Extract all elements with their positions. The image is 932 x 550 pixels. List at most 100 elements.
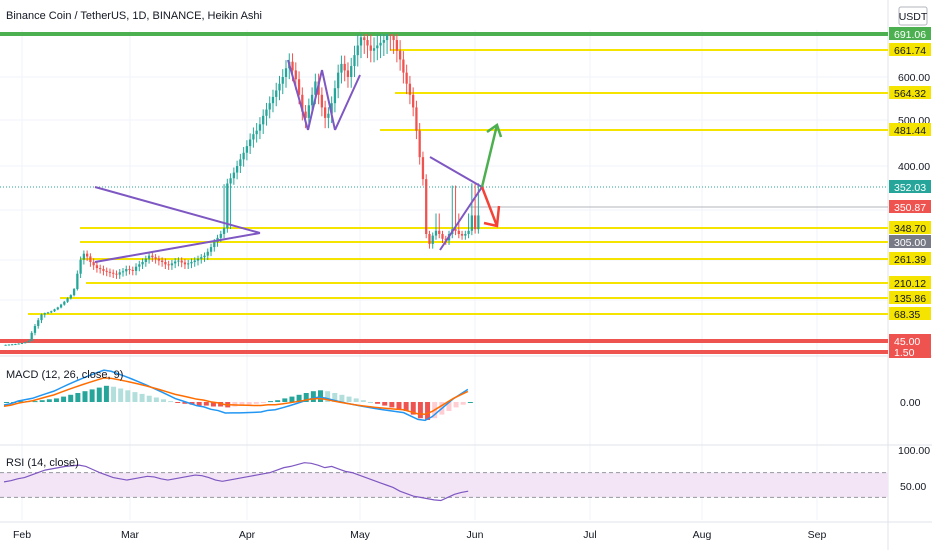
candle-body-116 bbox=[382, 40, 385, 43]
candle-body-60 bbox=[200, 257, 203, 259]
macd-bar-5 bbox=[39, 400, 45, 402]
candle-body-27 bbox=[92, 261, 95, 266]
candle-body-45 bbox=[151, 255, 154, 258]
candle-body-83 bbox=[275, 90, 278, 97]
time-axis: Feb Mar Apr May Jun Jul Aug Sep bbox=[13, 529, 827, 541]
candle-body-62 bbox=[206, 251, 209, 256]
macd-bar-63 bbox=[453, 402, 459, 408]
candle-body-52 bbox=[174, 261, 177, 264]
candle-body-8 bbox=[30, 332, 33, 341]
macd-bar-34 bbox=[246, 402, 252, 405]
candle-body-69 bbox=[229, 178, 232, 184]
rsi-band bbox=[0, 472, 888, 498]
candle-body-26 bbox=[89, 256, 92, 262]
macd-bar-43 bbox=[310, 391, 316, 402]
level-tag-481.44: 481.44 bbox=[894, 125, 926, 137]
currency-button[interactable]: USDT bbox=[898, 6, 928, 26]
candle-body-125 bbox=[412, 94, 415, 108]
macd-bar-50 bbox=[360, 400, 366, 402]
candle-body-40 bbox=[134, 266, 138, 271]
red-arrow-head bbox=[483, 205, 501, 228]
rsi-pane: 100.00 50.00 bbox=[0, 445, 930, 502]
macd-bar-64 bbox=[460, 402, 466, 405]
macd-bar-17 bbox=[125, 390, 131, 402]
macd-bar-41 bbox=[296, 394, 302, 402]
horizontal-levels bbox=[0, 32, 888, 354]
level-tag-bg-11 bbox=[889, 307, 931, 320]
candle-body-108 bbox=[356, 45, 359, 56]
candle-body-15 bbox=[53, 309, 56, 312]
candle-body-79 bbox=[262, 115, 265, 125]
candle-body-4 bbox=[17, 343, 20, 345]
candle-body-85 bbox=[281, 77, 284, 84]
candle-body-132 bbox=[434, 230, 438, 236]
level-tag-348.70: 348.70 bbox=[894, 223, 926, 235]
level-tag-210.12: 210.12 bbox=[894, 278, 926, 290]
candle-body-49 bbox=[164, 261, 167, 265]
candle-body-71 bbox=[235, 166, 239, 173]
candle-body-82 bbox=[271, 96, 275, 104]
macd-zero-label: 0.00 bbox=[900, 397, 921, 409]
candle-body-145 bbox=[477, 215, 480, 230]
signal-line bbox=[3, 377, 469, 416]
candle-body-101 bbox=[333, 88, 337, 104]
candle-body-139 bbox=[457, 230, 460, 234]
candle-body-42 bbox=[141, 261, 144, 265]
candle-body-75 bbox=[249, 139, 252, 147]
macd-bar-8 bbox=[61, 396, 67, 402]
time-tick-Jun: Jun bbox=[467, 529, 484, 541]
candle-body-124 bbox=[408, 83, 412, 95]
level-tag-352.03: 352.03 bbox=[894, 182, 926, 194]
level-tag-bg-5 bbox=[889, 200, 931, 213]
candle-body-98 bbox=[323, 107, 327, 118]
rsi-axis-50: 50.00 bbox=[900, 481, 926, 493]
candle-body-113 bbox=[372, 48, 376, 51]
macd-bar-29 bbox=[210, 402, 216, 407]
macd-pane: 0.00 bbox=[3, 369, 921, 422]
candle-body-115 bbox=[379, 42, 382, 46]
candle-body-118 bbox=[389, 34, 392, 36]
candle-body-88 bbox=[291, 61, 294, 71]
candle-body-128 bbox=[421, 157, 425, 180]
candle-body-54 bbox=[180, 260, 183, 263]
candle-body-133 bbox=[438, 230, 441, 234]
macd-bar-11 bbox=[82, 391, 88, 402]
macd-bar-22 bbox=[161, 399, 166, 402]
macd-bar-21 bbox=[153, 397, 159, 402]
time-tick-Apr: Apr bbox=[239, 529, 256, 541]
macd-bar-27 bbox=[196, 402, 202, 406]
candlestick-series bbox=[4, 34, 480, 346]
wedge-upper-line bbox=[429, 156, 483, 188]
candle-body-94 bbox=[310, 94, 314, 106]
macd-bar-47 bbox=[339, 394, 345, 402]
candle-body-2 bbox=[11, 344, 14, 346]
candle-body-21 bbox=[72, 289, 76, 296]
level-tag-bg-13 bbox=[889, 345, 931, 358]
level-tag-261.39: 261.39 bbox=[894, 254, 926, 266]
candle-body-142 bbox=[467, 230, 470, 234]
candle-body-129 bbox=[425, 179, 428, 234]
candle-body-33 bbox=[112, 272, 115, 274]
zigzag-d bbox=[334, 74, 361, 131]
level-tag-bg-3 bbox=[889, 123, 931, 136]
rsi-line bbox=[3, 462, 469, 502]
macd-bar-25 bbox=[182, 402, 188, 404]
candle-body-97 bbox=[320, 94, 324, 108]
level-tag-bg-7 bbox=[889, 235, 931, 248]
candle-body-0 bbox=[4, 344, 7, 346]
candle-body-112 bbox=[369, 45, 372, 51]
candle-body-24 bbox=[82, 253, 86, 260]
macd-bar-37 bbox=[268, 401, 274, 403]
time-tick-May: May bbox=[350, 529, 371, 541]
candle-body-35 bbox=[118, 272, 121, 275]
candle-body-114 bbox=[376, 45, 379, 49]
level-tag-bg-1 bbox=[889, 43, 931, 56]
red-arrow-shaft bbox=[480, 186, 499, 227]
time-tick-Mar: Mar bbox=[121, 529, 140, 541]
level-tag-1.50: 1.50 bbox=[894, 347, 915, 359]
candle-body-11 bbox=[40, 314, 43, 321]
macd-bar-4 bbox=[32, 401, 38, 403]
level-tag-bg-9 bbox=[889, 276, 931, 289]
